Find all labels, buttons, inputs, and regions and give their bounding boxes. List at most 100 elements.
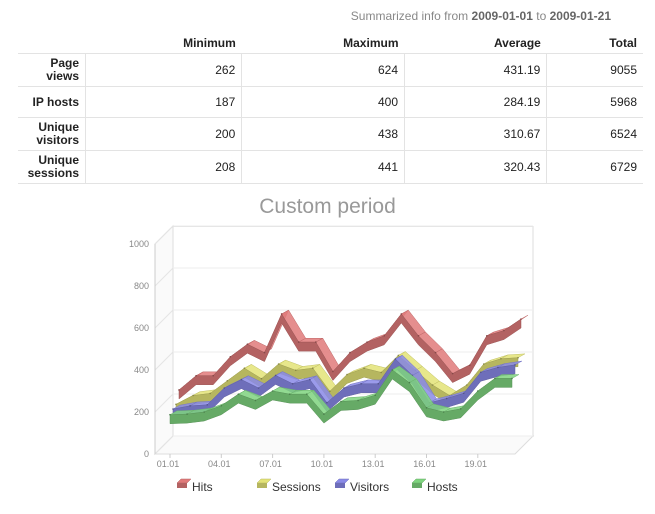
data-point [294,369,297,372]
data-point [332,370,334,373]
x-tick-label: 19.01 [465,459,488,469]
y-tick-label: 400 [134,365,149,375]
cell-minimum: 262 [84,53,242,87]
x-tick-label: 10.01 [311,459,334,469]
y-tick-label: 800 [134,281,149,291]
data-point [434,351,437,354]
data-point [346,373,348,376]
cell-minimum: 187 [84,86,242,118]
data-point [254,399,257,402]
data-point [229,356,232,358]
y-grid-diagonal [154,351,174,371]
data-point [178,389,180,391]
cell-total: 6729 [546,150,643,184]
x-tick-label: 13.01 [362,459,385,469]
cell-maximum: 438 [241,117,405,151]
table-row: Unique sessions 208 441 320.43 6729 [18,150,643,184]
data-point [514,364,516,366]
data-point [357,399,359,402]
data-point [271,390,274,392]
data-point [442,411,445,413]
cell-total: 6524 [546,117,643,151]
x-tick-label: 04.01 [208,459,231,469]
data-point [349,351,351,354]
data-point [277,363,280,365]
data-point [517,356,519,359]
table-row: Page views 262 624 431.19 9055 [18,53,643,87]
cell-maximum: 400 [241,86,405,118]
legend-swatch [176,478,192,484]
data-point [246,343,249,346]
data-point [363,367,365,370]
y-grid-diagonal [154,225,174,245]
data-point [206,404,208,406]
y-tick-label: 600 [134,323,149,333]
data-point [323,413,325,415]
cell-total: 9055 [546,53,643,87]
data-point [380,371,383,374]
data-point [400,313,403,315]
chart-floor [153,435,535,455]
data-point [312,367,314,370]
row-label-unique-sessions: Unique sessions [18,150,86,184]
data-point [223,387,226,389]
cell-minimum: 208 [84,150,242,184]
data-point [169,413,171,416]
cell-minimum: 200 [84,117,242,151]
y-grid-diagonal [154,393,174,413]
data-point [391,369,394,371]
data-point [329,390,331,393]
chart-title: Custom period [259,195,396,218]
data-point [288,393,291,395]
cell-maximum: 624 [241,53,405,87]
data-point [500,357,502,360]
data-point [220,404,223,407]
data-point [511,377,513,380]
col-header-minimum: Minimum [85,32,242,54]
data-point [192,394,194,397]
data-point [209,392,211,395]
data-point [497,366,499,369]
data-point [503,329,505,332]
data-point [343,387,345,389]
data-point [309,378,311,381]
legend-swatch-front [335,483,345,488]
data-point [360,383,362,385]
data-point [477,390,479,392]
data-point [465,384,468,386]
data-point [186,413,188,415]
legend-swatch-front [177,483,187,488]
data-point [408,381,411,384]
data-point [315,341,317,343]
data-point [274,374,277,377]
data-point [291,383,294,385]
data-point [172,408,174,410]
data-point [480,371,482,374]
summary-end-date: 2009-01-21 [549,9,611,23]
data-point [366,341,368,343]
data-point [203,411,205,413]
data-point [397,354,400,357]
stats-corner [18,32,86,54]
legend-label: Visitors [350,480,389,494]
cell-average: 431.19 [403,53,547,87]
stats-header-row: Minimum Maximum Average Total [18,32,643,54]
y-grid-diagonal [154,309,174,329]
x-tick-label: 01.01 [157,459,180,469]
stats-table: Minimum Maximum Average Total Page views… [18,32,643,184]
data-point [494,377,496,380]
data-point [374,394,377,397]
data-point [280,313,283,315]
data-point [263,351,266,354]
cell-maximum: 441 [241,150,405,184]
legend-label: Hosts [427,480,458,494]
data-point [195,374,197,377]
data-point [340,400,342,403]
y-grid-diagonal [154,267,174,287]
cell-average: 284.19 [403,86,547,118]
data-point [175,403,177,406]
row-label-unique-visitors: Unique visitors [18,117,86,151]
data-point [212,374,214,377]
summary-start-date: 2009-01-01 [471,9,533,23]
legend-swatch-front [412,483,422,488]
